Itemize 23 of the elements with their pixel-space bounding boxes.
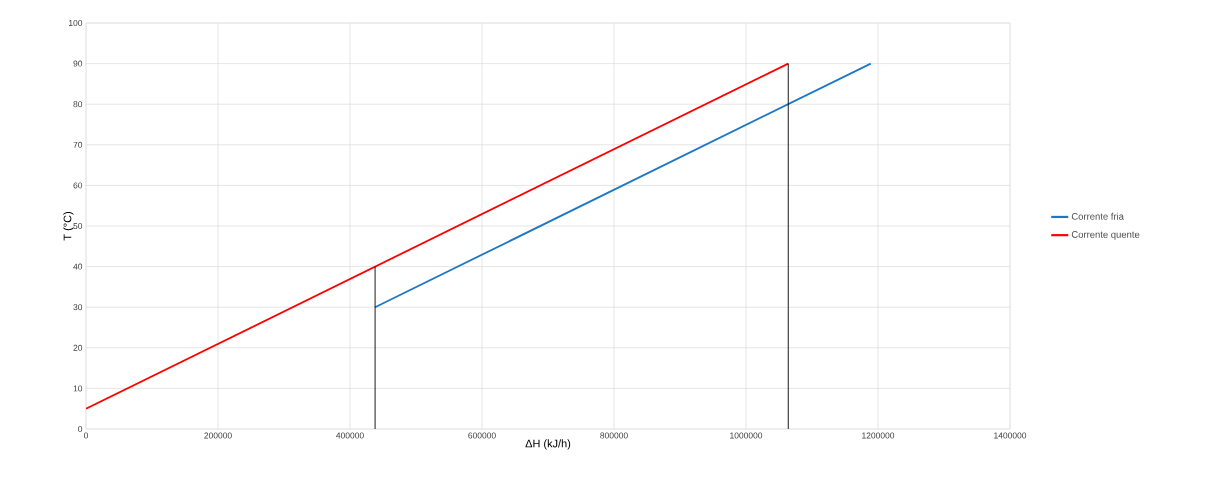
y-tick-label: 50 <box>73 223 83 229</box>
legend-label: Corrente quente <box>1071 231 1140 240</box>
y-tick-label: 80 <box>73 101 83 108</box>
legend-label: Corrente fria <box>1071 212 1124 220</box>
x-axis-title: ΔH (kJ/h) <box>525 439 571 450</box>
y-tick-label: 10 <box>73 385 83 392</box>
y-tick-label: 60 <box>73 182 83 189</box>
y-tick-label: 90 <box>73 60 83 67</box>
x-tick-label: 0 <box>83 432 89 439</box>
y-tick-label: 0 <box>78 426 83 432</box>
x-tick-label: 1200000 <box>862 432 895 439</box>
y-axis-title: T (°C) <box>63 212 74 241</box>
y-tick-label: 100 <box>68 20 83 26</box>
y-tick-label: 30 <box>73 304 83 311</box>
x-tick-label: 200000 <box>204 432 232 439</box>
x-tick-label: 400000 <box>336 432 364 439</box>
y-tick-label: 70 <box>73 141 83 148</box>
y-tick-label: 20 <box>73 344 83 351</box>
x-tick-label: 1400000 <box>994 432 1027 439</box>
x-tick-label: 600000 <box>468 432 496 439</box>
x-tick-label: 800000 <box>600 432 628 439</box>
y-tick-label: 40 <box>73 263 83 270</box>
x-tick-label: 1000000 <box>730 432 763 439</box>
